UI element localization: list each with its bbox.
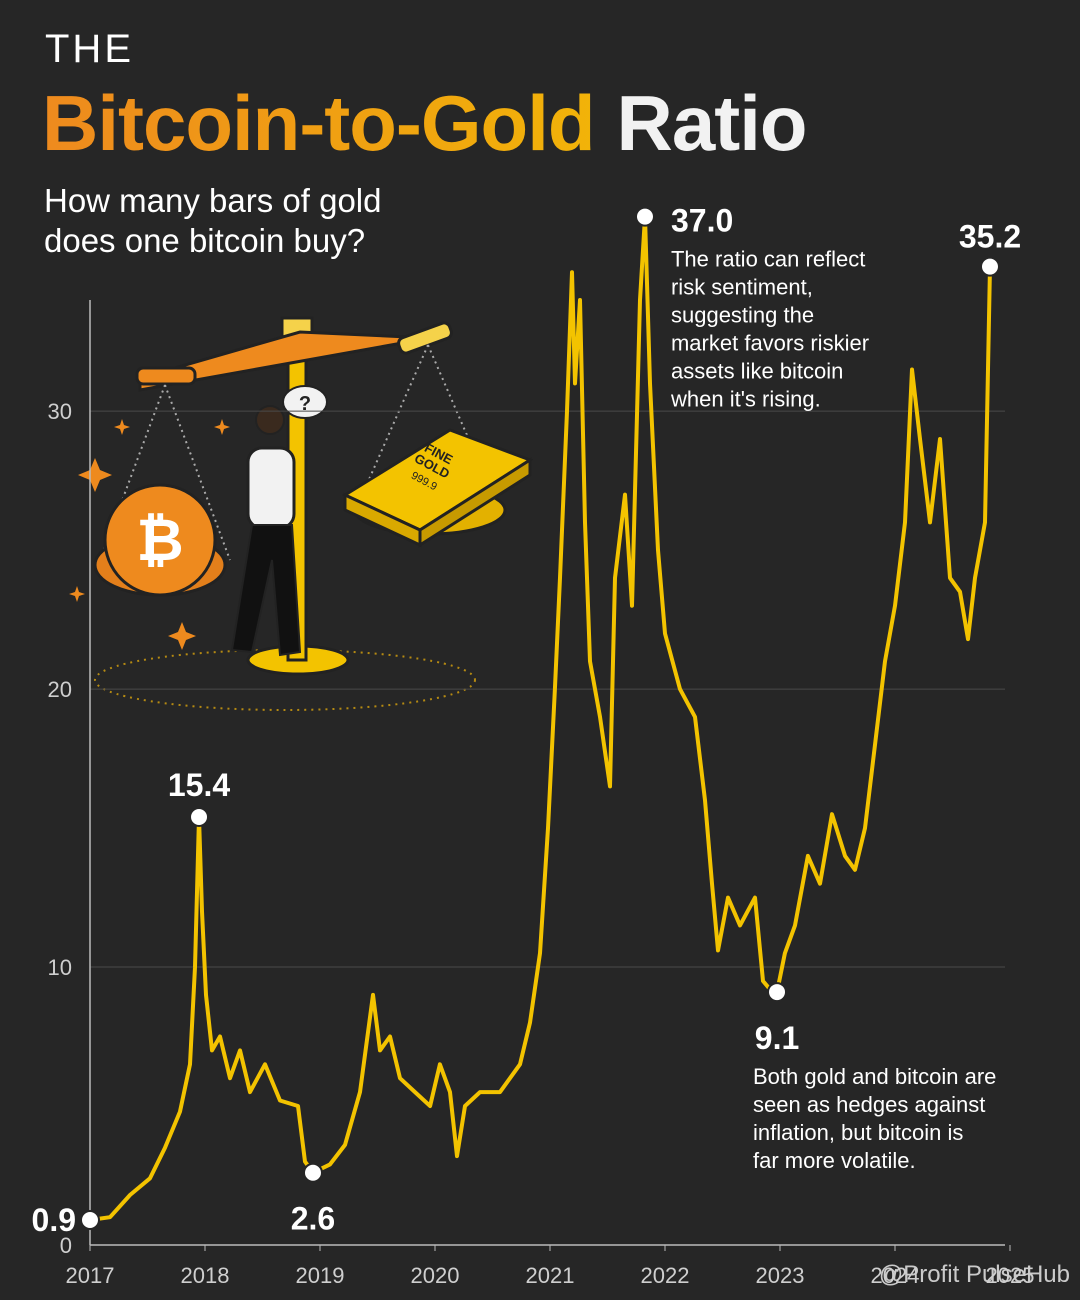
value-label: 0.9 xyxy=(32,1202,76,1238)
annotation: inflation, but bitcoin is xyxy=(753,1120,963,1145)
annotation: market favors riskier xyxy=(671,331,869,356)
y-tick-label: 10 xyxy=(48,955,72,980)
title: Bitcoin-to-Gold Ratio xyxy=(42,79,807,167)
annotation: when it's rising. xyxy=(670,387,821,412)
title-kicker: THE xyxy=(45,27,134,71)
value-label: 37.0 xyxy=(671,203,733,239)
point-marker xyxy=(979,256,1000,277)
y-tick-label: 20 xyxy=(48,677,72,702)
watermark: @Profit PulseHub xyxy=(879,1261,1070,1288)
x-tick-label: 2020 xyxy=(411,1263,460,1288)
svg-text:₿: ₿ xyxy=(136,508,183,573)
subtitle: How many bars of gold xyxy=(44,182,382,219)
x-tick-label: 2025 xyxy=(986,1263,1035,1288)
annotation: assets like bitcoin xyxy=(671,359,843,384)
x-tick-label: 2019 xyxy=(296,1263,345,1288)
annotation: far more volatile. xyxy=(753,1148,916,1173)
value-label: 35.2 xyxy=(959,219,1021,255)
annotation: seen as hedges against xyxy=(753,1092,985,1117)
value-label: 2.6 xyxy=(291,1201,335,1237)
x-tick-label: 2021 xyxy=(526,1263,575,1288)
point-marker xyxy=(634,206,655,227)
x-tick-label: 2024 xyxy=(871,1263,920,1288)
illustration: ₿ ? xyxy=(69,316,534,711)
x-tick-label: 2018 xyxy=(181,1263,230,1288)
svg-text:?: ? xyxy=(299,393,311,415)
x-tick-label: 2023 xyxy=(756,1263,805,1288)
title-rest: Ratio xyxy=(617,79,807,167)
y-tick-label: 0 xyxy=(60,1233,72,1258)
subtitle: does one bitcoin buy? xyxy=(44,222,365,259)
value-label: 9.1 xyxy=(755,1020,799,1056)
point-marker xyxy=(767,982,788,1003)
point-marker xyxy=(80,1209,100,1230)
value-label: 15.4 xyxy=(168,767,230,803)
annotation: suggesting the xyxy=(671,303,814,328)
point-marker xyxy=(189,806,210,827)
point-marker xyxy=(302,1162,323,1183)
ratio-line xyxy=(89,214,992,1222)
annotation: risk sentiment, xyxy=(671,275,813,300)
x-tick-label: 2017 xyxy=(66,1263,115,1288)
annotation: Both gold and bitcoin are xyxy=(753,1064,996,1089)
y-tick-label: 30 xyxy=(48,399,72,424)
annotation: The ratio can reflect xyxy=(671,247,865,272)
x-tick-label: 2022 xyxy=(641,1263,690,1288)
title-accent: Bitcoin-to-Gold xyxy=(42,79,595,167)
